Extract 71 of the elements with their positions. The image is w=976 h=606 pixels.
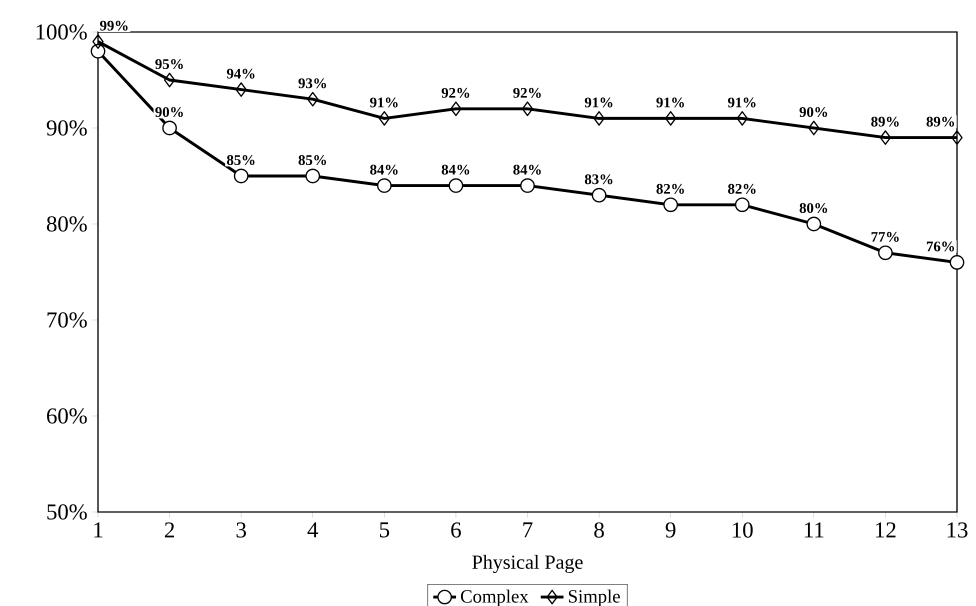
- point: [734, 197, 750, 212]
- point: [736, 111, 748, 126]
- point: [92, 34, 104, 49]
- point: [950, 255, 964, 270]
- point: [307, 92, 318, 107]
- point: [522, 101, 534, 116]
- data-label: 80%: [800, 203, 828, 214]
- data-label: 84%: [442, 164, 470, 175]
- point: [378, 111, 390, 126]
- x-tick-label: 8: [594, 522, 604, 538]
- x-tick-label: 11: [804, 522, 824, 538]
- data-label: 91%: [656, 98, 684, 108]
- point: [520, 178, 535, 193]
- point: [878, 245, 893, 260]
- data-label: 89%: [871, 116, 899, 127]
- data-label: 95%: [155, 59, 183, 70]
- y-tick-label: 100%: [36, 24, 87, 40]
- y-tick-label: 80%: [46, 216, 87, 232]
- y-tick-label: 50%: [47, 504, 87, 520]
- data-label: 76%: [926, 242, 954, 252]
- x-tick-label: 9: [666, 522, 676, 538]
- data-label: 92%: [442, 88, 470, 98]
- x-tick-label: 3: [236, 522, 246, 538]
- data-label: 89%: [926, 116, 954, 127]
- data-label: 91%: [370, 98, 398, 108]
- point: [663, 197, 678, 212]
- point: [234, 168, 249, 184]
- point: [806, 216, 822, 232]
- data-label: 84%: [513, 164, 541, 175]
- data-label: 91%: [728, 98, 756, 108]
- x-tick-label: 7: [523, 522, 533, 538]
- point: [90, 44, 106, 59]
- x-tick-label: 6: [451, 522, 461, 538]
- x-tick-label: 1: [94, 522, 102, 538]
- point: [664, 111, 676, 126]
- x-tick-label: 2: [164, 522, 174, 538]
- data-label: 93%: [298, 78, 326, 88]
- point: [808, 120, 820, 136]
- x-tick-label: 12: [876, 522, 896, 538]
- data-label: 83%: [584, 174, 612, 184]
- data-label: 99%: [100, 20, 128, 31]
- data-label: 85%: [298, 155, 326, 166]
- x-tick-label: 13: [948, 522, 968, 538]
- point: [236, 82, 247, 97]
- point: [377, 178, 392, 193]
- data-label: 90%: [800, 107, 828, 118]
- x-tick-label: 10: [732, 522, 753, 538]
- point: [162, 120, 177, 136]
- point: [593, 111, 605, 126]
- data-label: 90%: [155, 107, 183, 118]
- point: [880, 130, 892, 145]
- y-tick-label: 70%: [48, 312, 87, 328]
- data-label: 82%: [656, 184, 684, 194]
- point: [951, 130, 963, 145]
- point: [450, 101, 462, 116]
- data-label: 85%: [226, 155, 254, 166]
- data-label: 94%: [226, 68, 254, 79]
- x-axis-title: Physical Page: [472, 554, 583, 574]
- data-label: 92%: [513, 88, 541, 98]
- data-label: 91%: [584, 98, 612, 108]
- data-label: 82%: [728, 184, 756, 194]
- point: [448, 178, 464, 193]
- x-tick-label: 5: [380, 522, 390, 538]
- y-tick-label: 90%: [46, 120, 87, 136]
- x-tick-label: 4: [308, 522, 318, 538]
- point: [592, 188, 606, 203]
- point: [305, 168, 320, 184]
- data-label: 77%: [872, 232, 899, 242]
- point: [164, 72, 176, 88]
- data-label: 84%: [370, 164, 398, 175]
- y-tick-label: 60%: [47, 408, 87, 424]
